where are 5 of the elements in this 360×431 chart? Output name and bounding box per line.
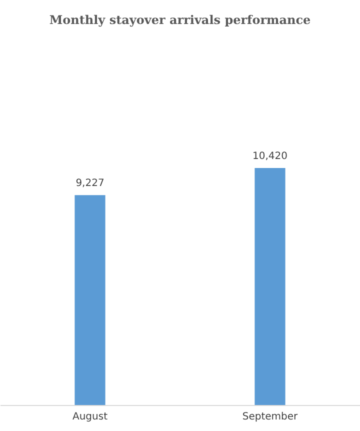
data-label: 10,420 [252, 151, 288, 162]
x-tick-label: August [72, 412, 108, 422]
chart-title: Monthly stayover arrivals performance [49, 13, 312, 27]
x-tick-label: September [242, 412, 299, 422]
data-label: 9,227 [76, 178, 104, 190]
